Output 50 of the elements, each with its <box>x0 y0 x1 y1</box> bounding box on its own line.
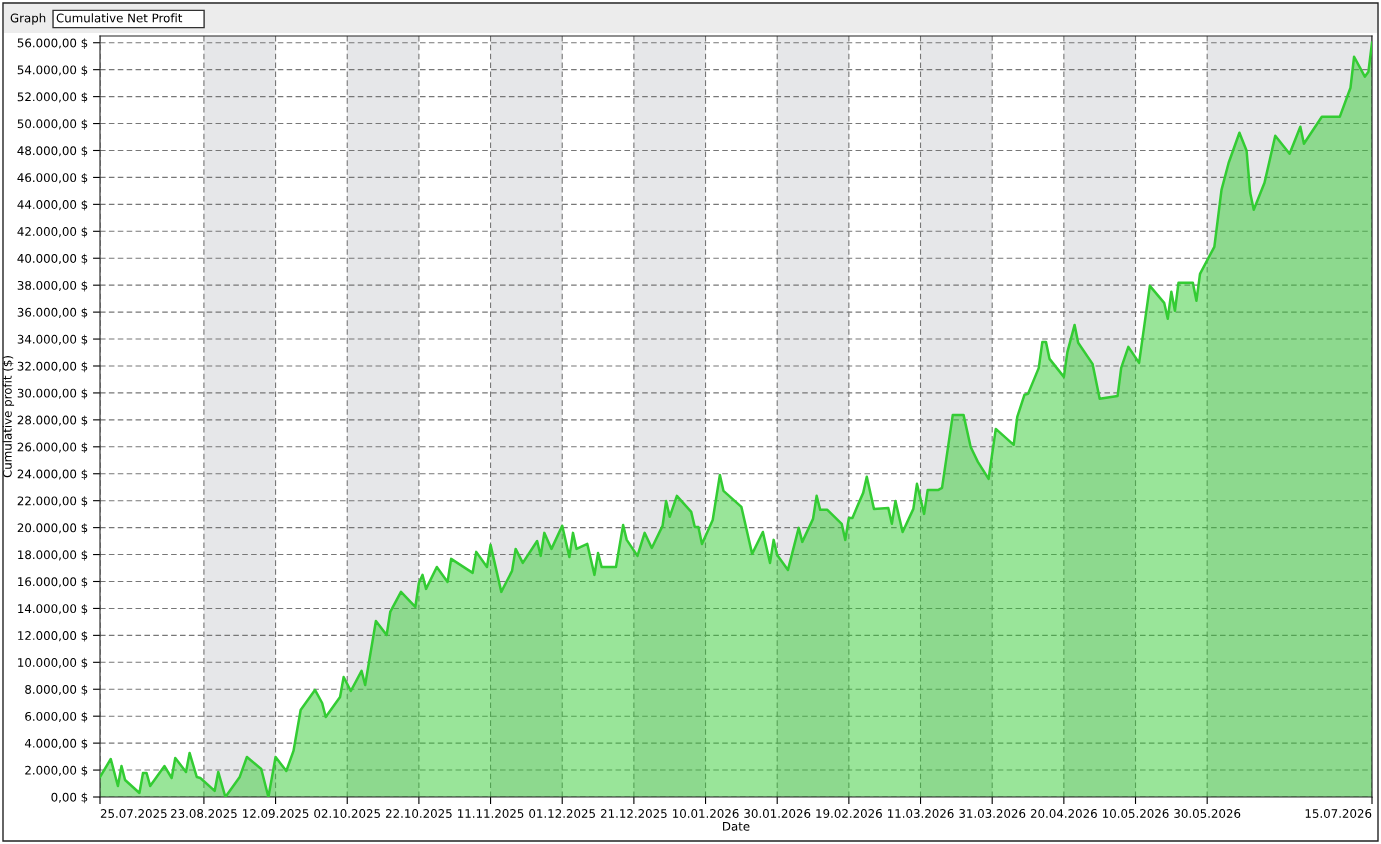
y-tick-label: 54.000,00 $ <box>17 65 88 76</box>
y-tick-label: 6.000,00 $ <box>25 711 88 723</box>
x-tick-label: 22.10.2025 <box>385 809 452 818</box>
y-tick-label: 36.000,00 $ <box>17 307 88 319</box>
y-tick-label: 12.000,00 $ <box>18 630 88 642</box>
y-tick-label: 0,00 $ <box>51 792 88 804</box>
y-tick-label: 40.000,00 $ <box>17 253 88 265</box>
y-tick-label: 48.000,00 $ <box>17 146 88 157</box>
x-tick-label: 15.07.2026 <box>1305 809 1372 818</box>
y-tick-label: 26.000,00 $ <box>17 442 88 454</box>
x-tick-label: 30.01.2026 <box>744 809 811 818</box>
y-axis-title: Cumulative profit ($) <box>2 356 15 478</box>
y-tick-label: 14.000,00 $ <box>18 603 88 615</box>
text: Graph <box>10 13 46 25</box>
y-tick-label: 8.000,00 $ <box>25 684 88 696</box>
y-tick-label: 4.000,00 $ <box>24 738 88 750</box>
x-axis-title: Date <box>723 821 750 831</box>
x-tick-label: 25.07.2025 <box>100 809 167 818</box>
y-tick-label: 28.000,00 $ <box>17 415 88 427</box>
y-tick-label: 42.000,00 $ <box>17 226 88 238</box>
y-tick-label: 38.000,00 $ <box>17 280 88 292</box>
x-tick-label: 10.01.2026 <box>673 809 739 818</box>
y-tick-label: 18.000,00 $ <box>18 550 88 561</box>
y-tick-label: 46.000,00 $ <box>17 172 88 184</box>
x-tick-label: 01.12.2025 <box>529 809 595 818</box>
x-tick-label: 11.11.2025 <box>458 809 524 818</box>
x-tick-label: 11.03.2026 <box>888 809 954 818</box>
x-tick-label: 19.02.2026 <box>816 809 882 818</box>
y-tick-label: 20.000,00 $ <box>17 523 88 534</box>
x-tick-label: 21.12.2025 <box>600 809 667 818</box>
y-tick-label: 30.000,00 $ <box>17 388 88 400</box>
x-tick-label: 10.05.2026 <box>1103 809 1169 818</box>
x-tick-label: 12.09.2025 <box>243 809 309 818</box>
x-tick-label: 30.05.2026 <box>1174 809 1241 818</box>
y-tick-label: 10.000,00 $ <box>18 657 88 669</box>
x-tick-label: 20.04.2026 <box>1030 809 1097 818</box>
y-tick-label: 22.000,00 $ <box>17 496 88 507</box>
y-tick-label: 34.000,00 $ <box>17 334 88 346</box>
y-tick-label: 50.000,00 $ <box>17 119 88 130</box>
x-tick-label: 23.08.2025 <box>170 809 237 818</box>
y-tick-label: 24.000,00 $ <box>17 469 88 480</box>
chart-title: Cumulative Net Profit <box>56 13 183 23</box>
y-tick-label: 2.000,00 $ <box>25 765 88 777</box>
y-tick-label: 44.000,00 $ <box>17 199 88 211</box>
y-tick-label: 52.000,00 $ <box>17 92 88 103</box>
y-tick-label: 32.000,00 $ <box>17 361 88 373</box>
x-tick-label: 31.03.2026 <box>959 809 1026 818</box>
x-tick-label: 02.10.2025 <box>314 809 380 818</box>
y-tick-label: 56.000,00 $ <box>17 38 88 49</box>
y-tick-label: 16.000,00 $ <box>18 577 88 588</box>
